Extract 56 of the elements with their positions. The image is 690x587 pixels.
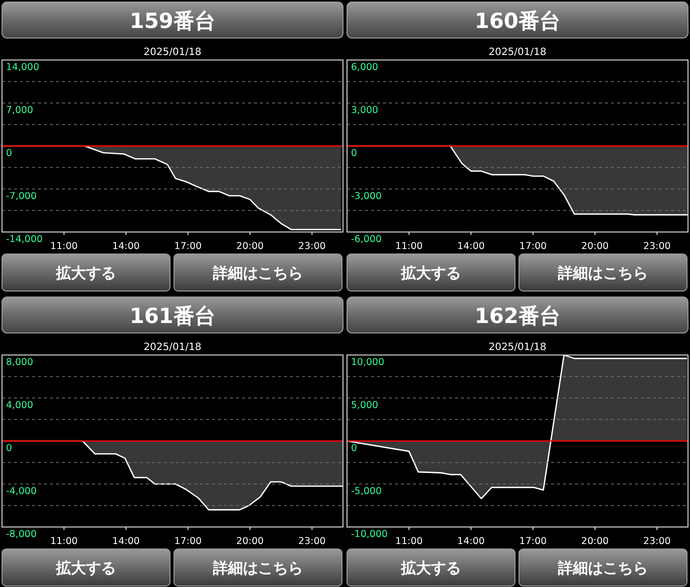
x-tick-label: 14:00 xyxy=(112,536,140,547)
x-tick-label: 17:00 xyxy=(174,241,202,252)
x-tick-label: 23:00 xyxy=(298,536,326,547)
x-tick-label: 14:00 xyxy=(457,536,485,547)
x-tick-label: 14:00 xyxy=(112,241,140,252)
x-tick-label: 23:00 xyxy=(643,241,671,252)
y-tick-label: 6,000 xyxy=(351,62,378,73)
chart-subtitle: 2025/01/18 xyxy=(144,342,202,353)
y-tick-label: -6,000 xyxy=(351,234,382,245)
x-tick-label: 20:00 xyxy=(236,241,264,252)
x-tick-label: 17:00 xyxy=(519,536,547,547)
y-tick-label: 3,000 xyxy=(351,105,378,116)
y-tick-label: -4,000 xyxy=(6,486,37,497)
x-tick-label: 11:00 xyxy=(50,241,78,252)
y-tick-label: -14,000 xyxy=(6,234,43,245)
button: 拡大する xyxy=(2,548,170,586)
chart-title: 162番台 xyxy=(474,304,560,328)
y-tick-label: -8,000 xyxy=(6,529,37,540)
y-tick-label: -7,000 xyxy=(6,191,37,202)
y-tick-label: 7,000 xyxy=(6,105,34,116)
x-tick-label: 11:00 xyxy=(395,241,423,252)
y-tick-label: 10,000 xyxy=(351,357,384,368)
x-tick-label: 20:00 xyxy=(236,536,264,547)
button: 詳細はこちら xyxy=(174,548,342,586)
chart-title: 160番台 xyxy=(474,9,560,33)
button: 拡大する xyxy=(346,254,516,292)
x-tick-label: 17:00 xyxy=(174,536,202,547)
y-tick-label: 0 xyxy=(6,148,12,159)
chart-subtitle: 2025/01/18 xyxy=(488,47,546,58)
y-tick-label: -3,000 xyxy=(351,191,382,202)
button: 詳細はこちら xyxy=(518,254,688,292)
button: 拡大する xyxy=(2,254,170,292)
y-tick-label: 0 xyxy=(351,443,358,454)
x-tick-label: 11:00 xyxy=(395,536,423,547)
x-tick-label: 17:00 xyxy=(519,241,547,252)
x-tick-label: 20:00 xyxy=(581,536,609,547)
y-tick-label: 14,000 xyxy=(6,62,40,73)
button: 詳細はこちら xyxy=(518,548,688,586)
chart-subtitle: 2025/01/18 xyxy=(488,342,546,353)
y-tick-label: 5,000 xyxy=(351,400,378,411)
x-tick-label: 20:00 xyxy=(581,241,609,252)
x-tick-label: 11:00 xyxy=(50,536,78,547)
y-tick-label: -10,000 xyxy=(351,529,388,540)
y-tick-label: 0 xyxy=(6,443,12,454)
button: 拡大する xyxy=(346,548,516,586)
x-tick-label: 14:00 xyxy=(457,241,485,252)
x-tick-label: 23:00 xyxy=(298,241,326,252)
y-tick-label: 0 xyxy=(351,148,358,159)
y-tick-label: -5,000 xyxy=(351,486,382,497)
chart-subtitle: 2025/01/18 xyxy=(144,47,202,58)
button: 詳細はこちら xyxy=(174,254,342,292)
chart-title: 159番台 xyxy=(130,9,216,33)
y-tick-label: 8,000 xyxy=(6,357,34,368)
chart-title: 161番台 xyxy=(130,304,216,328)
y-tick-label: 4,000 xyxy=(6,400,34,411)
x-tick-label: 23:00 xyxy=(643,536,671,547)
